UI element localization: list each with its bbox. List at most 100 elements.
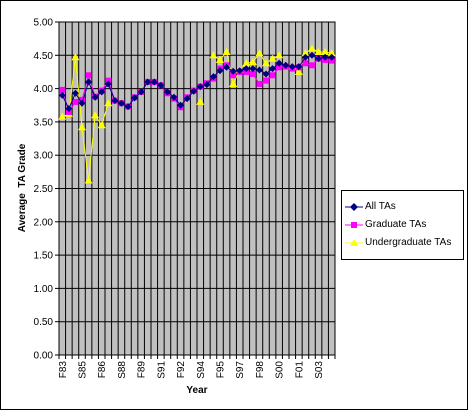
legend-item-graduate-tas: Graduate TAs [342,218,463,232]
data-point [276,64,283,71]
data-point [315,55,323,63]
grid-lines [59,22,335,355]
x-tick-label: S91 [156,361,167,379]
data-point [301,53,309,61]
data-point [321,53,329,61]
data-point [98,88,106,96]
y-tick-label: 0.50 [34,317,54,328]
data-point [248,57,257,65]
data-point [255,49,264,57]
x-tick-label: F86 [97,361,108,379]
data-point [58,112,67,120]
x-tick-label: F01 [294,361,305,379]
legend: All TAs Graduate TAs Undergraduate TAs [341,190,464,260]
y-tick-label: 4.50 [34,51,54,62]
data-point [275,59,283,67]
data-point [71,53,80,61]
data-point [282,61,290,69]
data-point [78,99,86,107]
data-point [255,66,263,74]
y-tick-label: 5.00 [34,18,54,29]
data-point [262,70,270,78]
data-point [269,65,277,73]
data-point [71,89,79,97]
x-tick-label: F92 [176,361,187,379]
legend-label: All TAs [365,201,396,212]
y-tick-label: 1.50 [34,251,54,262]
data-point [209,51,218,59]
data-point [328,53,336,61]
data-point [196,83,204,91]
data-point [262,59,270,67]
y-tick-label: 2.00 [34,217,54,228]
data-point [170,93,178,101]
data-point [216,67,224,75]
data-point [196,97,205,105]
data-point [157,81,165,89]
data-point [104,99,113,107]
data-point [229,79,238,87]
x-tick-label: S97 [235,361,246,379]
data-point [85,78,93,86]
series-layer [58,44,336,184]
x-tick-label: F83 [58,361,69,379]
data-point [163,88,171,96]
legend-label: Graduate TAs [365,219,427,230]
data-point [104,80,112,88]
data-point [91,111,100,119]
data-point [85,72,92,79]
x-tick-label: F95 [216,361,227,379]
data-point [111,97,119,105]
legend-symbol-square [345,222,363,228]
y-axis-ticks: 0.00 0.50 1.00 1.50 2.00 2.50 3.00 3.50 4.00 4.50… [34,18,59,362]
data-point [58,91,66,99]
data-point [65,105,73,113]
data-point [256,80,263,87]
y-tick-label: 0.00 [34,351,54,362]
data-point [84,176,93,184]
data-point [268,54,277,62]
data-point [321,47,330,55]
y-tick-label: 2.50 [34,184,54,195]
data-point [222,47,231,55]
data-point [124,103,132,111]
x-axis-label: Year [186,385,207,396]
legend-item-undergraduate-tas: Undergraduate TAs [342,236,463,250]
data-point [269,72,276,79]
data-point [327,49,336,57]
data-point [308,44,316,52]
data-point [242,65,250,73]
data-point [309,62,315,69]
data-point [263,77,269,84]
data-point [150,78,158,86]
data-point [302,60,309,67]
x-tick-label: S03 [314,361,325,379]
y-axis-label: Average TA Grade [17,143,28,232]
data-point [131,94,139,102]
series-undergraduate-tas [58,44,336,184]
x-tick-label: F89 [137,361,148,379]
data-point [190,87,198,95]
x-tick-label: S88 [117,361,128,379]
x-tick-label: F98 [255,361,266,379]
legend-symbol-triangle [345,239,363,246]
data-point [249,65,257,73]
data-point [91,93,99,101]
data-point [137,88,145,96]
data-point [295,63,303,71]
data-point [97,121,106,129]
data-point [242,59,251,67]
x-tick-label: S00 [275,361,286,379]
data-point [216,55,224,63]
data-point [183,95,191,103]
data-point [203,81,211,89]
legend-item-all-tas: All TAs [342,200,463,214]
data-point [230,72,237,79]
data-point [144,78,152,86]
data-point [236,67,244,75]
data-point [301,49,310,57]
data-point [117,99,125,107]
x-tick-label: S94 [196,361,207,379]
